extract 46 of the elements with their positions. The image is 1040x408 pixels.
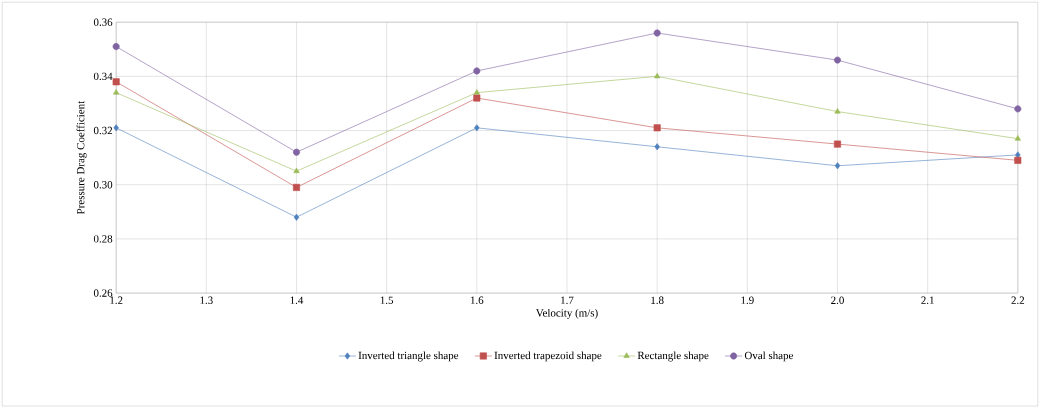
point [1014,105,1022,113]
point [654,72,661,79]
legend-label: Inverted trapezoid shape [494,351,602,362]
point [473,67,481,75]
point [112,78,120,86]
point [473,94,481,102]
point [654,143,660,151]
point [292,148,300,156]
point [1014,156,1022,164]
x-tick-label: 2.1 [921,296,934,304]
point [653,124,661,132]
point [833,140,841,148]
x-tick-label: 1.7 [561,296,574,304]
point [113,124,119,132]
y-tick-label: 0.36 [93,18,113,26]
point [293,213,300,221]
point [473,89,480,95]
x-tick-label: 1.8 [651,296,664,304]
point [293,167,300,173]
x-tick-label: 1.9 [741,296,754,304]
y-tick-label: 0.34 [93,72,113,80]
x-tick-label: 1.2 [110,296,123,304]
x-tick-label: 1.4 [290,296,304,304]
point [113,89,120,95]
legend-label: Inverted triangle shape [358,351,459,362]
x-tick-label: 1.6 [470,296,484,304]
y-tick-label: 0.30 [93,180,113,189]
point [833,56,841,64]
x-tick-label: 1.3 [200,296,213,304]
x-tick-label: 2.2 [1011,296,1025,304]
x-axis-title: Velocity (m/s) [535,308,598,319]
y-tick-label: 0.28 [93,235,113,243]
point [653,29,661,37]
legend-label: Oval shape [744,351,794,362]
x-tick-label: 1.5 [380,296,394,304]
point [474,124,480,132]
y-tick-label: 0.26 [93,289,113,297]
x-tick-label: 2.0 [831,296,844,304]
legend-label: Rectangle shape [637,351,709,362]
point [292,183,300,191]
point [112,42,120,50]
point [834,162,841,170]
y-axis-title: Pressure Drag Coefficient [76,100,87,214]
point [1014,135,1021,141]
y-tick-label: 0.32 [93,126,113,135]
point [834,107,841,114]
